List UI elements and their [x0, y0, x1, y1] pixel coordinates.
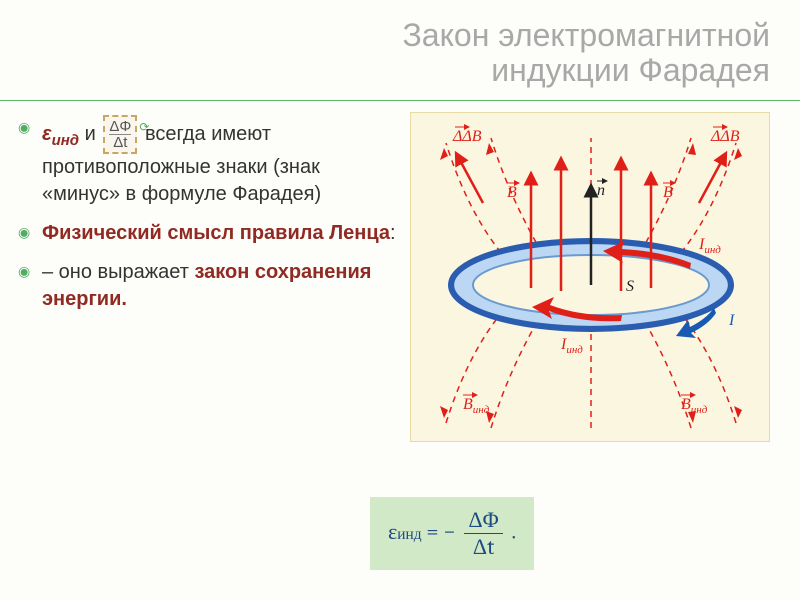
- svg-text:ΔΔB: ΔΔB: [710, 128, 740, 145]
- formula-dot: .: [512, 519, 517, 545]
- svg-text:n: n: [597, 182, 605, 199]
- svg-text:Iинд: Iинд: [698, 236, 721, 256]
- diagram-svg: ΔΔB ΔΔB B B n S Iинд Iинд I Bинд Bинд: [411, 113, 771, 443]
- svg-text:Bинд: Bинд: [463, 396, 490, 416]
- svg-text:ΔΔB: ΔΔB: [452, 128, 482, 145]
- bullet-3-text-a: – оно выражает: [42, 261, 194, 283]
- bullet-list: εинд и ΔΦ Δt всегда имеют противоположны…: [18, 115, 398, 325]
- bullet-2-bold: Физический смысл правила Ленца: [42, 222, 390, 244]
- svg-text:Iинд: Iинд: [560, 336, 583, 356]
- formula-lhs: εинд: [388, 519, 426, 545]
- svg-text:I: I: [728, 312, 735, 329]
- svg-text:B: B: [507, 184, 517, 201]
- bullet-2: Физический смысл правила Ленца:: [18, 220, 398, 247]
- epsilon-sub: инд: [52, 132, 80, 149]
- formula-fraction: ΔΦ Δt: [464, 507, 502, 560]
- faraday-formula: εинд = − ΔΦ Δt .: [370, 497, 534, 570]
- svg-text:B: B: [663, 184, 673, 201]
- epsilon-symbol: ε: [42, 123, 52, 145]
- bullet-1-text-a: и: [79, 123, 101, 145]
- svg-text:Bинд: Bинд: [681, 396, 708, 416]
- bullet-2-colon: :: [390, 222, 396, 244]
- title-underline: [0, 100, 800, 101]
- induction-diagram: ΔΔB ΔΔB B B n S Iинд Iинд I Bинд Bинд: [410, 112, 770, 442]
- bullet-3: – оно выражает закон сохранения энергии.: [18, 259, 398, 313]
- slide-title: Закон электромагнитной индукции Фарадея: [402, 18, 770, 88]
- svg-text:S: S: [626, 278, 634, 295]
- title-line-1: Закон электромагнитной: [402, 18, 770, 53]
- flux-rate-placeholder-icon: ΔΦ Δt: [103, 115, 137, 154]
- formula-eq: = −: [426, 519, 460, 545]
- bullet-1: εинд и ΔΦ Δt всегда имеют противоположны…: [18, 115, 398, 208]
- title-line-2: индукции Фарадея: [402, 53, 770, 88]
